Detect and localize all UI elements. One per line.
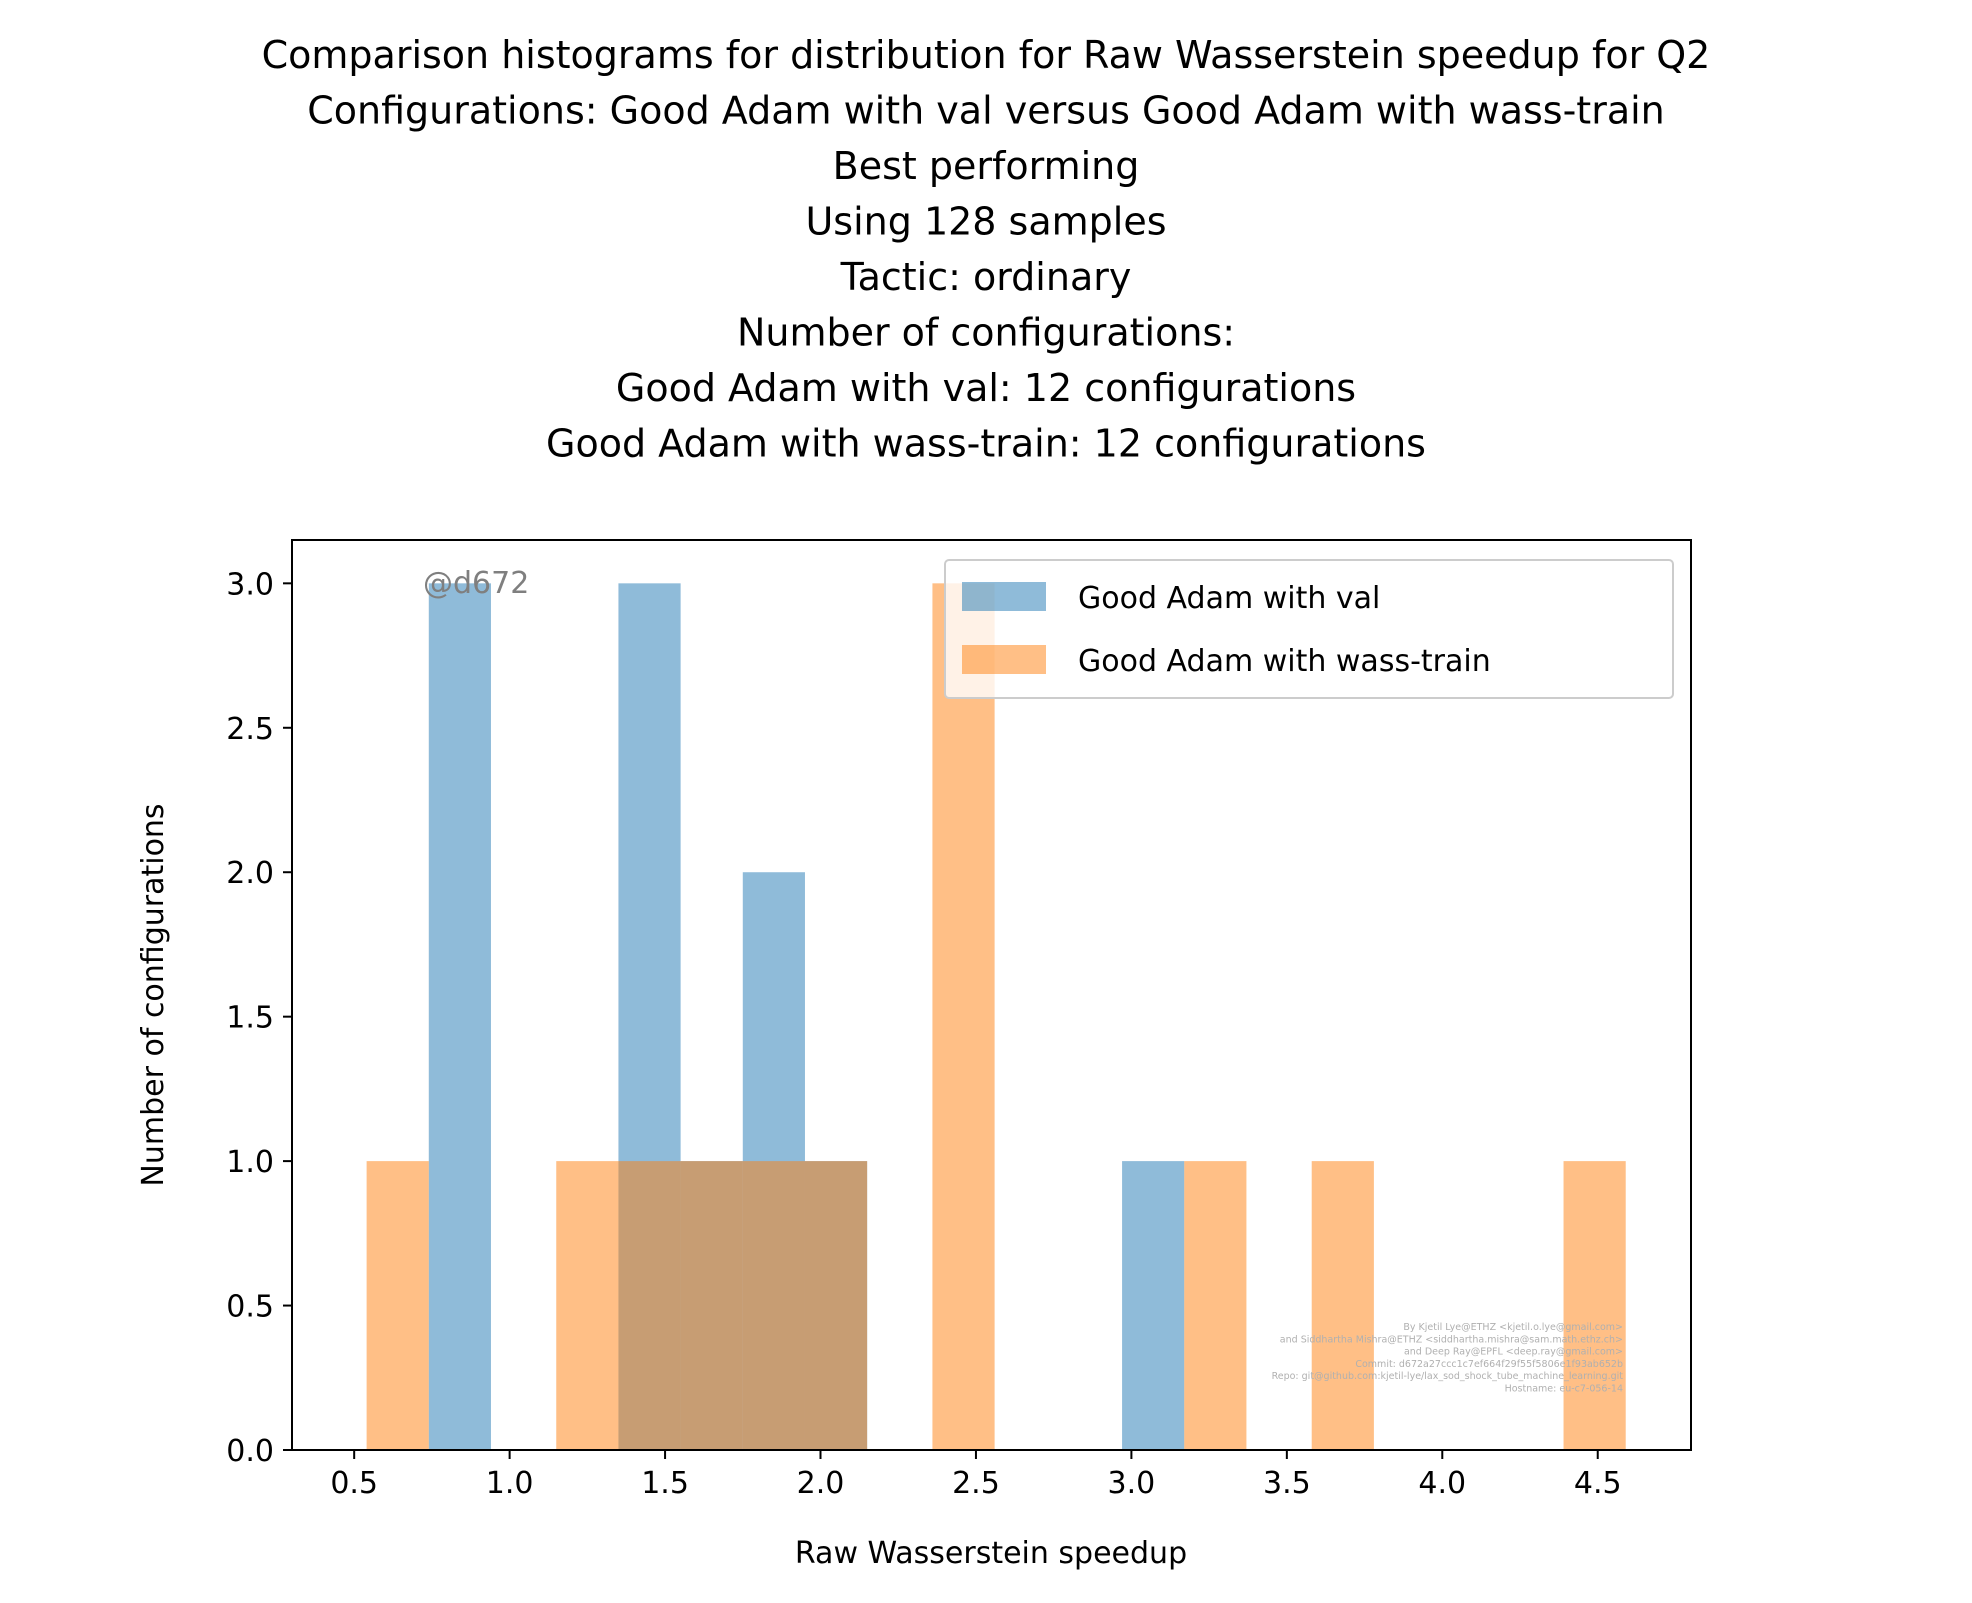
y-axis: 0.0 0.5 1.0 1.5 2.0 2.5 3.0: [226, 567, 292, 1469]
attribution-line: Repo: git@github.com:kjetil-lye/lax_sod_…: [1272, 1371, 1624, 1382]
bar-val: [1122, 1161, 1185, 1450]
title-line: Comparison histograms for distribution f…: [262, 33, 1711, 77]
x-tick-label: 4.5: [1574, 1466, 1622, 1501]
y-tick-label: 0.0: [226, 1434, 274, 1469]
bar-wass-train: [804, 1161, 868, 1450]
x-axis-label: Raw Wasserstein speedup: [795, 1536, 1187, 1571]
y-tick-label: 3.0: [226, 567, 274, 602]
bar-wass-train: [1184, 1161, 1247, 1450]
x-tick-label: 2.0: [797, 1466, 845, 1501]
watermark-label: @d672: [423, 566, 529, 601]
attribution-line: and Deep Ray@EPFL <deep.ray@gmail.com>: [1404, 1347, 1623, 1358]
x-tick-label: 2.5: [952, 1466, 1000, 1501]
x-axis: 0.5 1.0 1.5 2.0 2.5 3.0 3.5 4.0 4.5: [330, 1450, 1622, 1501]
histogram-bars: [366, 583, 1626, 1450]
bar-wass-train: [366, 1161, 429, 1450]
y-axis-label: Number of configurations: [136, 803, 171, 1186]
title-line: Tactic: ordinary: [840, 255, 1132, 299]
title-line: Best performing: [833, 144, 1140, 188]
attribution-line: Hostname: eu-c7-056-14: [1505, 1384, 1623, 1395]
y-tick-label: 2.5: [226, 712, 274, 747]
legend-label-wass-train: Good Adam with wass-train: [1078, 644, 1491, 679]
x-tick-label: 3.5: [1263, 1466, 1311, 1501]
x-tick-label: 4.0: [1418, 1466, 1466, 1501]
legend-label-val: Good Adam with val: [1078, 581, 1380, 616]
bar-wass-train: [742, 1161, 805, 1450]
x-tick-label: 1.5: [641, 1466, 689, 1501]
attribution-line: Commit: d672a27ccc1c7ef664f29f55f5806e1f…: [1355, 1359, 1623, 1370]
attribution-footer: By Kjetil Lye@ETHZ <kjetil.o.lye@gmail.c…: [1272, 1322, 1624, 1395]
y-tick-label: 2.0: [226, 856, 274, 891]
bar-wass-train: [618, 1161, 681, 1450]
bar-wass-train: [680, 1161, 743, 1450]
bar-wass-train: [1311, 1161, 1374, 1450]
bar-wass-train: [556, 1161, 619, 1450]
y-tick-label: 1.0: [226, 1145, 274, 1180]
x-tick-label: 3.0: [1108, 1466, 1156, 1501]
title-line: Good Adam with val: 12 configurations: [616, 366, 1356, 410]
bar-wass-train: [932, 583, 995, 1450]
title-line: Using 128 samples: [805, 200, 1166, 244]
title-line: Number of configurations:: [737, 311, 1235, 355]
title-line: Good Adam with wass-train: 12 configurat…: [546, 422, 1426, 466]
y-tick-label: 0.5: [226, 1290, 274, 1325]
x-tick-label: 0.5: [330, 1466, 378, 1501]
legend-swatch-wass-train: [962, 645, 1046, 674]
title-line: Configurations: Good Adam with val versu…: [307, 89, 1665, 133]
bar-wass-train: [1563, 1161, 1626, 1450]
attribution-line: and Siddhartha Mishra@ETHZ <siddhartha.m…: [1280, 1334, 1623, 1345]
legend-box: [944, 559, 1674, 699]
y-tick-label: 1.5: [226, 1001, 274, 1036]
x-tick-label: 1.0: [486, 1466, 534, 1501]
bar-val: [428, 583, 491, 1450]
plot-frame: [291, 539, 1692, 1451]
attribution-line: By Kjetil Lye@ETHZ <kjetil.o.lye@gmail.c…: [1403, 1322, 1623, 1333]
chart-title: Comparison histograms for distribution f…: [262, 33, 1711, 466]
legend-swatch-val: [962, 582, 1046, 611]
legend: Good Adam with val Good Adam with wass-t…: [944, 559, 1674, 699]
